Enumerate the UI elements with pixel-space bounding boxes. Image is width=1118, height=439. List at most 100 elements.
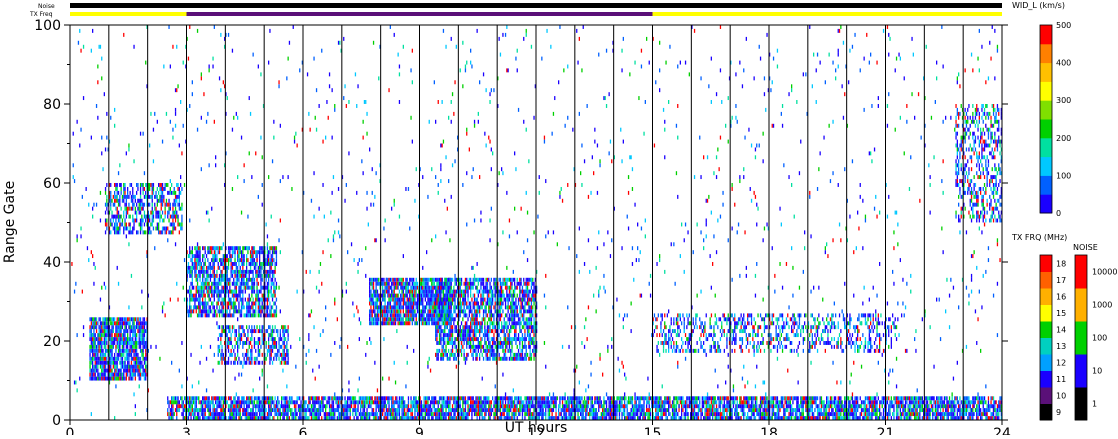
data-cell xyxy=(890,341,892,345)
data-cell xyxy=(494,352,496,357)
data-cell xyxy=(104,190,107,195)
data-cell xyxy=(525,289,527,294)
data-cell xyxy=(95,356,98,361)
data-cell xyxy=(115,348,117,353)
data-cell xyxy=(237,337,239,342)
data-cell xyxy=(139,198,142,203)
data-cell xyxy=(723,348,725,353)
data-cell xyxy=(504,297,507,302)
data-cell xyxy=(867,344,869,349)
data-cell xyxy=(106,321,108,326)
data-cell xyxy=(470,317,472,322)
data-cell xyxy=(284,337,287,342)
data-cell xyxy=(528,305,530,310)
data-cell xyxy=(130,325,133,330)
data-cell xyxy=(423,285,425,290)
data-cell xyxy=(244,352,246,357)
data-cell xyxy=(781,317,784,322)
data-cell xyxy=(407,289,410,294)
data-cell xyxy=(234,262,236,266)
data-cell xyxy=(514,333,516,338)
data-cell xyxy=(508,313,511,318)
data-cell xyxy=(501,344,503,349)
data-cell xyxy=(234,269,236,274)
data-cell xyxy=(977,175,979,180)
data-cell xyxy=(106,222,108,227)
data-cell xyxy=(418,301,420,306)
data-cell xyxy=(789,348,791,353)
data-cell xyxy=(117,218,120,223)
data-cell xyxy=(837,325,839,330)
data-cell xyxy=(116,352,118,357)
data-cell xyxy=(432,321,434,326)
data-cell xyxy=(204,297,206,302)
data-cell xyxy=(92,376,94,381)
data-cell xyxy=(876,329,878,334)
data-cell xyxy=(485,344,487,349)
data-cell xyxy=(255,360,257,365)
data-cell xyxy=(482,301,485,306)
data-cell xyxy=(963,202,965,207)
data-cell xyxy=(371,281,373,286)
data-cell xyxy=(955,171,957,176)
data-cell xyxy=(94,344,96,349)
data-cell xyxy=(372,285,375,290)
data-cell xyxy=(101,348,103,353)
data-cell xyxy=(273,246,275,251)
data-cell xyxy=(216,289,218,294)
data-cell xyxy=(969,115,971,120)
data-cell xyxy=(174,202,177,207)
data-cell xyxy=(978,163,980,168)
data-cell xyxy=(284,356,287,361)
data-cell xyxy=(137,329,139,334)
data-cell xyxy=(831,317,833,322)
data-cell xyxy=(139,206,142,211)
data-cell xyxy=(533,356,535,361)
data-cell xyxy=(517,348,520,353)
data-cell xyxy=(475,285,477,290)
data-cell xyxy=(94,376,96,381)
data-cell xyxy=(784,344,786,349)
data-cell xyxy=(194,265,196,270)
data-cell xyxy=(744,325,746,330)
data-cell xyxy=(678,348,680,353)
data-cell xyxy=(231,273,234,278)
data-cell xyxy=(208,250,210,255)
data-cell xyxy=(718,348,720,353)
data-cell xyxy=(133,226,135,231)
data-cell xyxy=(498,293,500,298)
data-cell xyxy=(138,325,140,330)
data-cell xyxy=(961,171,964,176)
data-cell xyxy=(261,265,263,270)
data-cell xyxy=(191,277,193,282)
data-cell xyxy=(215,289,217,294)
data-cell xyxy=(119,230,121,235)
data-cell xyxy=(101,376,103,381)
data-cell xyxy=(247,285,249,290)
data-cell xyxy=(137,321,139,326)
data-cell xyxy=(146,329,148,334)
data-cell xyxy=(281,337,283,342)
data-cell xyxy=(129,317,131,322)
data-cell xyxy=(117,333,120,338)
data-cell xyxy=(128,202,130,207)
data-cell xyxy=(448,333,450,338)
data-cell xyxy=(116,329,118,334)
data-cell xyxy=(413,309,415,314)
data-cell xyxy=(468,344,470,349)
data-cell xyxy=(449,356,451,361)
data-cell xyxy=(213,269,215,274)
data-cell xyxy=(410,289,412,294)
data-cell xyxy=(202,305,204,310)
data-cell xyxy=(964,163,966,168)
data-cell xyxy=(168,202,170,207)
data-cell xyxy=(138,222,140,227)
data-cell xyxy=(155,194,157,199)
data-cell xyxy=(93,337,95,342)
data-cell xyxy=(95,364,98,369)
data-cell xyxy=(435,305,437,310)
data-cell xyxy=(257,360,259,365)
data-cell xyxy=(242,305,244,310)
data-cell xyxy=(117,190,120,195)
data-cell xyxy=(448,309,450,314)
